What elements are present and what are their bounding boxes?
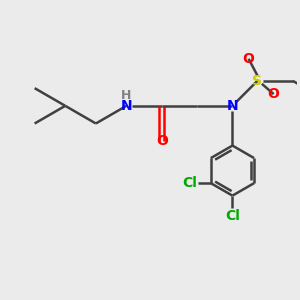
Text: O: O xyxy=(156,134,168,148)
Text: Cl: Cl xyxy=(183,176,198,190)
Text: N: N xyxy=(226,99,238,113)
Text: S: S xyxy=(252,74,262,88)
Text: H: H xyxy=(121,89,132,102)
Text: Cl: Cl xyxy=(225,209,240,223)
Text: N: N xyxy=(121,99,132,113)
Text: O: O xyxy=(243,52,254,66)
Text: O: O xyxy=(268,87,280,101)
